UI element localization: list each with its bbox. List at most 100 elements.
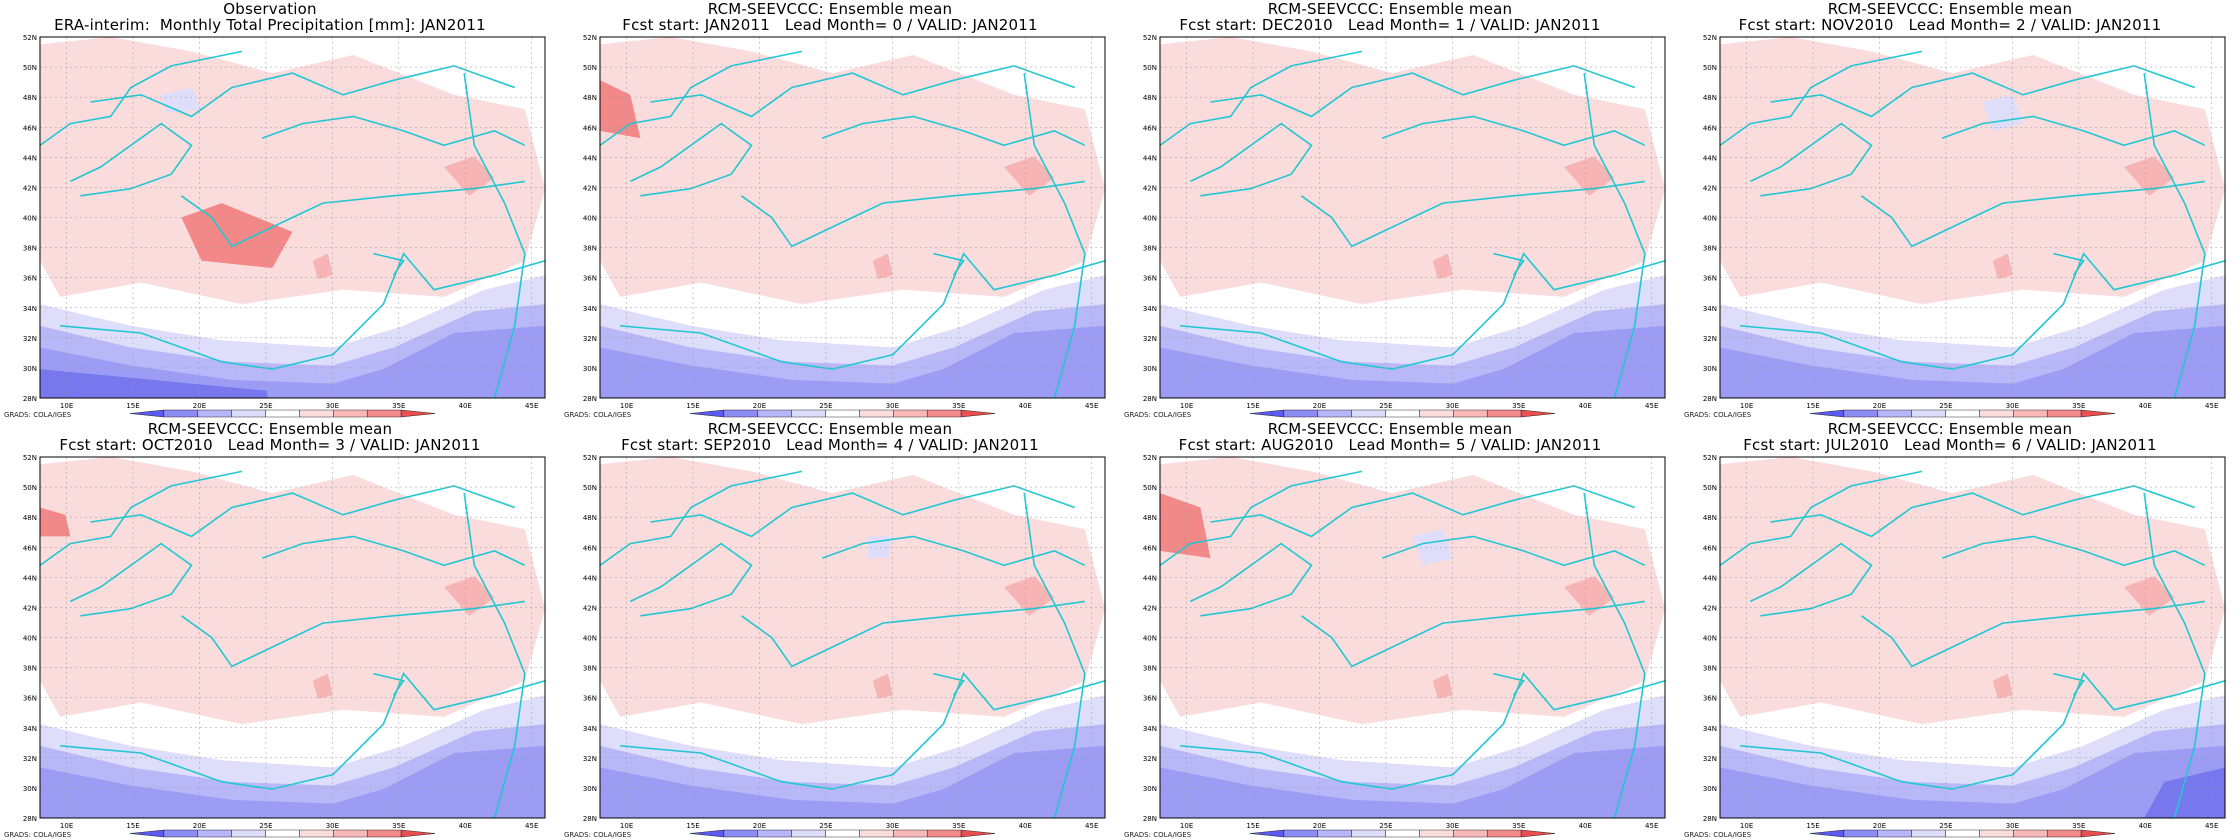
lat-label: 38N — [1703, 245, 1717, 253]
coastline-5 — [373, 672, 405, 696]
lat-label: 32N — [1703, 755, 1717, 763]
lat-label: 32N — [1143, 335, 1157, 343]
colorbar: 1102550100200400 — [1249, 829, 1556, 840]
lat-label: 44N — [1703, 574, 1717, 582]
colorbar-tick-label: 200 — [887, 419, 900, 420]
precip-area-6 — [1992, 673, 2013, 699]
lat-label: 34N — [1143, 725, 1157, 733]
lon-label: 10E — [620, 822, 633, 830]
colorbar-segment-8 — [2080, 829, 2116, 838]
coastline-0 — [629, 542, 753, 617]
coastline-4 — [90, 485, 515, 538]
lat-label: 50N — [583, 484, 597, 492]
lat-label: 46N — [23, 544, 37, 552]
lon-label: 25E — [259, 402, 272, 410]
precip-area-4 — [40, 325, 545, 398]
precip-area-6 — [312, 253, 333, 279]
lat-label: 48N — [1143, 514, 1157, 522]
lat-label: 42N — [1703, 604, 1717, 612]
precip-area-5 — [2124, 576, 2175, 616]
lon-label: 15E — [1246, 402, 1259, 410]
colorbar-segment-2 — [757, 409, 792, 418]
lat-label: 38N — [1143, 245, 1157, 253]
lat-label: 48N — [23, 94, 37, 102]
colorbar-segment-4 — [1945, 829, 1980, 838]
lon-label: 25E — [1939, 822, 1952, 830]
lon-label: 30E — [1446, 402, 1459, 410]
lat-label: 44N — [1143, 574, 1157, 582]
lat-label: 28N — [1703, 395, 1717, 403]
lat-label: 42N — [583, 604, 597, 612]
lat-label: 36N — [1703, 275, 1717, 283]
lon-label: 30E — [2006, 822, 2019, 830]
precip-area-4 — [1720, 745, 2225, 818]
precip-area-8 — [40, 369, 268, 398]
coastline-2 — [261, 535, 526, 567]
panel-title: Observation — [223, 0, 317, 18]
lon-label: 25E — [1379, 402, 1392, 410]
colorbar-segment-0 — [1809, 409, 1845, 418]
lat-label: 48N — [23, 514, 37, 522]
lat-label: 46N — [1143, 544, 1157, 552]
precipitation-map: 52N 50N 48N 46N 44N 42N 40N 38N 36N 34N 32N 30N 28N 1… — [1703, 34, 2226, 420]
precip-area-4 — [40, 745, 545, 818]
lat-label: 30N — [583, 365, 597, 373]
coastline-0 — [1749, 542, 1873, 617]
coastline-0 — [69, 122, 193, 197]
colorbar-segment-3 — [231, 829, 266, 838]
precip-area-5 — [1004, 576, 1055, 616]
lat-label: 48N — [1143, 94, 1157, 102]
panel-title: RCM-SEEVCCC: Ensemble mean — [147, 420, 393, 438]
colorbar-tick-label: 25 — [787, 419, 796, 420]
coastline-0 — [69, 542, 193, 617]
colorbar-segment-5 — [1419, 409, 1454, 418]
gridlines — [1720, 36, 2225, 399]
lon-label: 10E — [60, 402, 73, 410]
colorbar-segment-0 — [1249, 829, 1285, 838]
lon-label: 40E — [1019, 402, 1032, 410]
lon-label: 20E — [1873, 822, 1886, 830]
coastline-1 — [740, 180, 1085, 248]
colorbar-segment-3 — [1351, 409, 1386, 418]
colorbar-tick-label: 1 — [722, 419, 726, 420]
lat-label: 42N — [1143, 604, 1157, 612]
colorbar-segment-1 — [163, 409, 198, 418]
plot-frame — [599, 456, 1106, 819]
lon-label: 40E — [459, 822, 472, 830]
colorbar-segment-4 — [825, 409, 860, 418]
coastline-2 — [261, 115, 526, 147]
lat-label: 28N — [1143, 395, 1157, 403]
colorbar-segment-8 — [400, 409, 436, 418]
lat-label: 30N — [1143, 365, 1157, 373]
coastline-1 — [1300, 600, 1645, 668]
lat-label: 40N — [1143, 635, 1157, 643]
panel-title: RCM-SEEVCCC: Ensemble mean — [1267, 0, 1513, 18]
lon-label: 30E — [2006, 402, 2019, 410]
lat-label: 30N — [1703, 365, 1717, 373]
colorbar-tick-label: 10 — [1313, 419, 1322, 420]
lat-label: 28N — [1703, 815, 1717, 823]
lat-label: 50N — [1703, 484, 1717, 492]
precip-area-0 — [1720, 457, 2225, 725]
colorbar: 1102550100200400 — [129, 409, 436, 420]
colorbar-segment-6 — [2013, 829, 2048, 838]
precip-area-5 — [1564, 156, 1615, 196]
lat-label: 34N — [1143, 305, 1157, 313]
precipitation-map: 52N 50N 48N 46N 44N 42N 40N 38N 36N 34N 32N 30N 28N 1… — [23, 454, 546, 840]
lon-label: 25E — [819, 822, 832, 830]
lon-label: 20E — [1873, 402, 1886, 410]
coastline-1 — [1860, 600, 2205, 668]
colorbar-segment-1 — [163, 829, 198, 838]
panel-subtitle: Fcst start: JAN2011 Lead Month= 0 / VALI… — [622, 16, 1038, 34]
colorbar-segment-6 — [333, 829, 368, 838]
precip-area-4 — [600, 325, 1105, 398]
lat-label: 28N — [583, 395, 597, 403]
lon-label: 15E — [1806, 822, 1819, 830]
plot-frame — [1719, 36, 2226, 399]
lat-label: 42N — [23, 184, 37, 192]
map-panel-4: RCM-SEEVCCC: Ensemble mean Fcst start: N… — [1680, 0, 2240, 420]
colorbar-tick-label: 1 — [162, 419, 166, 420]
lon-label: 20E — [753, 822, 766, 830]
lat-label: 28N — [583, 815, 597, 823]
lat-label: 44N — [583, 574, 597, 582]
